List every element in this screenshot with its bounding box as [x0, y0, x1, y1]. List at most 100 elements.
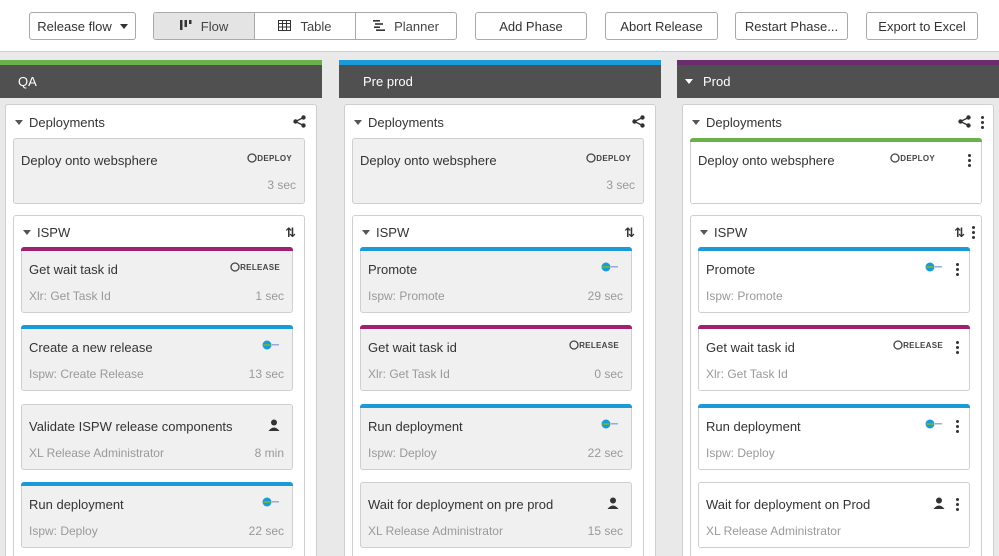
- chevron-down-icon: [119, 23, 128, 29]
- group-deployments[interactable]: Deployments: [6, 105, 316, 139]
- group-ispw-header[interactable]: ISPW ⇅: [14, 216, 304, 248]
- phase-header[interactable]: Prod: [677, 60, 999, 98]
- task-status-bar: [360, 325, 632, 329]
- task-status-bar: [360, 247, 632, 251]
- share-icon[interactable]: [293, 115, 306, 131]
- task-title: Promote: [706, 262, 756, 277]
- task-card[interactable]: Run deployment Ispw: Deploy 22 sec: [360, 404, 632, 470]
- task-title: Create a new release: [29, 340, 153, 355]
- task-status-bar: [360, 404, 632, 408]
- add-phase-button[interactable]: Add Phase: [475, 12, 587, 40]
- group-ispw-header[interactable]: ISPW ⇅: [691, 216, 981, 248]
- flow-icon: [179, 19, 192, 34]
- task-type: Ispw: Deploy: [29, 524, 98, 538]
- task-card[interactable]: Create a new release Ispw: Create Releas…: [21, 325, 293, 391]
- ispw-logo-icon: [262, 340, 280, 350]
- group-ispw: ISPW ⇅ Get wait task id RELEASE Xlr: Get…: [13, 215, 305, 556]
- task-card[interactable]: Wait for deployment on pre prod XL Relea…: [360, 482, 632, 548]
- user-icon: [268, 419, 280, 431]
- task-status-bar: [690, 138, 982, 142]
- task-card[interactable]: Validate ISPW release components XL Rele…: [21, 404, 293, 470]
- phase-header[interactable]: Pre prod: [339, 60, 661, 98]
- phase-header[interactable]: QA: [0, 60, 322, 98]
- share-icon[interactable]: [958, 115, 971, 131]
- task-title: Get wait task id: [29, 262, 118, 277]
- export-excel-button[interactable]: Export to Excel: [866, 12, 978, 40]
- tab-table-label: Table: [300, 18, 332, 34]
- task-type: Ispw: Create Release: [29, 367, 144, 381]
- toolbar: Release flow Flow Table Planner Add Phas…: [0, 0, 999, 52]
- collapse-icon[interactable]: [692, 119, 700, 125]
- phase-prod: Prod Deployments Deploy onto websphere D…: [677, 60, 999, 556]
- table-icon: [278, 19, 292, 34]
- restart-phase-button[interactable]: Restart Phase...: [735, 12, 848, 40]
- task-card[interactable]: Promote Ispw: Promote 29 sec: [360, 247, 632, 313]
- tab-flow-label: Flow: [200, 18, 229, 34]
- task-duration: 13 sec: [248, 367, 284, 381]
- share-icon[interactable]: [632, 115, 645, 131]
- collapse-icon[interactable]: [354, 119, 362, 125]
- group-label: ISPW: [376, 224, 410, 240]
- task-card[interactable]: Wait for deployment on Prod XL Release A…: [698, 482, 970, 548]
- collapse-icon[interactable]: [23, 229, 31, 235]
- collapse-icon[interactable]: [700, 229, 708, 235]
- task-card[interactable]: Run deployment Ispw: Deploy 22 sec: [21, 482, 293, 548]
- task-card[interactable]: Get wait task id RELEASE Xlr: Get Task I…: [360, 325, 632, 391]
- tab-flow[interactable]: Flow: [154, 13, 255, 39]
- planner-icon: [373, 19, 386, 34]
- group-deployments[interactable]: Deployments: [683, 105, 993, 139]
- group-ispw-header[interactable]: ISPW ⇅: [353, 216, 643, 248]
- task-title: Wait for deployment on Prod: [706, 497, 871, 512]
- task-duration: 22 sec: [248, 524, 284, 538]
- phase-body: Deployments Deploy onto websphere DEPLOY…: [682, 104, 994, 556]
- group-deployments[interactable]: Deployments: [345, 105, 655, 139]
- task-status-bar: [698, 404, 970, 408]
- view-switcher: Flow Table Planner: [153, 12, 457, 40]
- more-icon[interactable]: [968, 154, 971, 169]
- phase-qa: QA Deployments Deploy onto websphere DEP…: [0, 60, 322, 556]
- task-title: Run deployment: [368, 419, 463, 434]
- tab-table[interactable]: Table: [255, 13, 356, 39]
- task-duration: 1 sec: [255, 289, 284, 303]
- task-status-bar: [21, 482, 293, 486]
- phase-title: Pre prod: [363, 74, 413, 89]
- tab-planner[interactable]: Planner: [356, 13, 456, 39]
- group-label: ISPW: [37, 224, 71, 240]
- ispw-logo-icon: [262, 497, 280, 507]
- sort-icon[interactable]: ⇅: [954, 225, 965, 240]
- task-card[interactable]: Promote Ispw: Promote: [698, 247, 970, 313]
- task-card[interactable]: Get wait task id RELEASE Xlr: Get Task I…: [698, 325, 970, 391]
- collapse-icon[interactable]: [362, 229, 370, 235]
- task-status-bar: [21, 247, 293, 251]
- more-icon[interactable]: [956, 341, 959, 356]
- sort-icon[interactable]: ⇅: [624, 225, 635, 240]
- task-title: Deploy onto websphere: [698, 153, 835, 168]
- task-card[interactable]: Run deployment Ispw: Deploy: [698, 404, 970, 470]
- phase-body: Deployments Deploy onto websphere DEPLOY…: [344, 104, 656, 556]
- more-icon[interactable]: [956, 420, 959, 435]
- task-card[interactable]: Deploy onto websphere DEPLOY 3 sec: [352, 138, 644, 204]
- task-card[interactable]: Deploy onto websphere DEPLOY 3 sec: [13, 138, 305, 204]
- group-label: Deployments: [29, 114, 105, 130]
- task-title: Run deployment: [706, 419, 801, 434]
- logo-text: RELEASE: [240, 262, 280, 272]
- more-icon[interactable]: [956, 263, 959, 278]
- group-label: Deployments: [368, 114, 444, 130]
- more-icon[interactable]: [972, 226, 975, 241]
- release-flow-label: Release flow: [37, 18, 112, 34]
- release-flow-dropdown[interactable]: Release flow: [29, 12, 136, 40]
- collapse-icon[interactable]: [685, 79, 693, 84]
- task-card[interactable]: Get wait task id RELEASE Xlr: Get Task I…: [21, 247, 293, 313]
- task-status-bar: [21, 325, 293, 329]
- more-icon[interactable]: [981, 116, 984, 131]
- release-logo-icon: RELEASE: [893, 340, 943, 350]
- logo-text: DEPLOY: [257, 153, 292, 163]
- abort-release-button[interactable]: Abort Release: [605, 12, 718, 40]
- sort-icon[interactable]: ⇅: [285, 225, 296, 240]
- task-title: Run deployment: [29, 497, 124, 512]
- more-icon[interactable]: [956, 498, 959, 513]
- task-card[interactable]: Deploy onto websphere DEPLOY: [690, 138, 982, 204]
- task-duration: 3 sec: [267, 178, 296, 192]
- collapse-icon[interactable]: [15, 119, 23, 125]
- task-type: Xlr: Get Task Id: [29, 289, 111, 303]
